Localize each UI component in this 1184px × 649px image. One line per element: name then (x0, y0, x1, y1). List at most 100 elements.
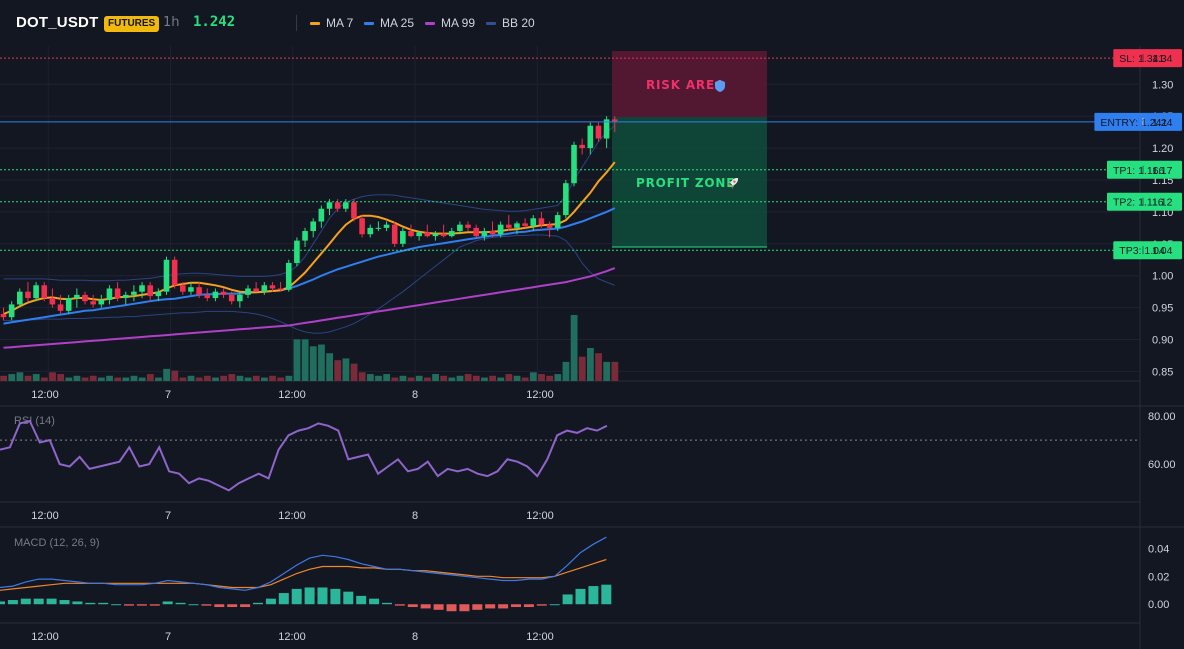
candle[interactable] (228, 291, 235, 305)
candle[interactable] (188, 282, 194, 295)
candle[interactable] (90, 294, 96, 308)
legend-ma7[interactable]: MA 7 (310, 16, 353, 30)
candle[interactable] (204, 288, 211, 302)
candle[interactable] (457, 221, 463, 235)
candle[interactable] (432, 231, 439, 241)
candle[interactable] (481, 227, 488, 241)
candle[interactable] (554, 211, 561, 232)
candle[interactable] (530, 215, 537, 232)
candle[interactable] (318, 205, 325, 228)
candle[interactable] (391, 221, 398, 247)
candle[interactable] (416, 231, 422, 241)
macd-line[interactable] (0, 536, 607, 591)
candle[interactable] (506, 215, 512, 232)
candle[interactable] (351, 199, 357, 222)
candle[interactable] (603, 116, 610, 149)
candle[interactable] (163, 256, 170, 295)
candle[interactable] (579, 138, 585, 155)
candle[interactable] (571, 141, 577, 187)
candles[interactable] (0, 116, 618, 321)
candle[interactable] (269, 282, 276, 292)
candle[interactable] (196, 282, 202, 299)
candle[interactable] (131, 285, 137, 302)
candle[interactable] (473, 224, 479, 238)
price-levels[interactable] (0, 57, 1140, 251)
candle[interactable] (359, 215, 365, 238)
candle[interactable] (171, 256, 178, 289)
candle[interactable] (424, 224, 431, 238)
candle[interactable] (522, 218, 528, 228)
candle[interactable] (82, 291, 88, 305)
candle[interactable] (212, 288, 219, 302)
candle[interactable] (139, 282, 145, 299)
legend-bb20[interactable]: BB 20 (486, 16, 535, 30)
bb-upper-line[interactable] (3, 125, 616, 282)
candle[interactable] (611, 116, 618, 133)
profit-zone-box[interactable] (612, 117, 767, 247)
candle[interactable] (302, 227, 308, 247)
candle[interactable] (587, 122, 594, 155)
candle[interactable] (237, 291, 243, 308)
candle-body (245, 288, 251, 295)
candle[interactable] (33, 282, 39, 302)
candle[interactable] (17, 288, 23, 308)
candle[interactable] (147, 282, 153, 302)
interval-selector[interactable]: 1h (163, 15, 180, 30)
rsi-pane[interactable]: RSI (14) 80.00 60.00 (0, 411, 1176, 492)
candle[interactable] (114, 282, 121, 302)
ma7-line[interactable] (3, 161, 616, 315)
candle[interactable] (465, 221, 471, 232)
candle[interactable] (220, 288, 227, 299)
candle[interactable] (57, 294, 64, 314)
candle[interactable] (514, 221, 520, 235)
time-tick-label: 8 (412, 510, 418, 522)
candle[interactable] (122, 291, 129, 305)
legend-bb20-label: BB 20 (502, 16, 535, 30)
macd-pane[interactable]: MACD (12, 26, 9) 0.04 0.02 0.00 (0, 536, 1169, 611)
candle[interactable] (497, 221, 504, 238)
candle[interactable] (400, 227, 406, 247)
candle[interactable] (538, 211, 545, 228)
candle[interactable] (367, 224, 374, 238)
candle[interactable] (277, 282, 284, 292)
candle[interactable] (563, 180, 569, 219)
candle[interactable] (106, 285, 113, 305)
risk-area-box[interactable] (612, 51, 767, 117)
candle[interactable] (595, 122, 602, 142)
candle[interactable] (49, 288, 56, 308)
ma99-line[interactable] (3, 267, 616, 349)
candle[interactable] (285, 259, 292, 292)
candle[interactable] (253, 282, 259, 292)
candle[interactable] (310, 218, 316, 238)
candle[interactable] (440, 224, 447, 238)
candle[interactable] (245, 285, 251, 299)
legend-ma99[interactable]: MA 99 (425, 16, 475, 30)
candle[interactable] (41, 282, 48, 302)
candle[interactable] (155, 288, 162, 302)
bb-lower-line[interactable] (3, 234, 615, 334)
candle[interactable] (98, 294, 105, 308)
legend-ma25[interactable]: MA 25 (364, 16, 414, 30)
macd-signal-line[interactable] (0, 558, 607, 591)
symbol-name[interactable]: DOT_USDT (16, 14, 99, 31)
candle[interactable] (261, 282, 268, 295)
candle[interactable] (65, 294, 72, 314)
candle[interactable] (383, 221, 390, 232)
candle[interactable] (74, 288, 80, 308)
candle[interactable] (334, 199, 341, 212)
candle[interactable] (180, 282, 186, 295)
candle[interactable] (0, 307, 7, 321)
candle[interactable] (25, 282, 31, 302)
candle[interactable] (8, 301, 15, 321)
moving-averages[interactable] (3, 161, 616, 349)
candle[interactable] (375, 221, 382, 232)
candle-body (603, 119, 610, 139)
candle[interactable] (448, 227, 455, 238)
candle[interactable] (489, 221, 496, 238)
ma25-line[interactable] (3, 207, 616, 325)
rsi-line[interactable] (0, 419, 608, 492)
candle[interactable] (408, 224, 414, 238)
candle[interactable] (294, 237, 300, 267)
candle[interactable] (546, 221, 553, 238)
